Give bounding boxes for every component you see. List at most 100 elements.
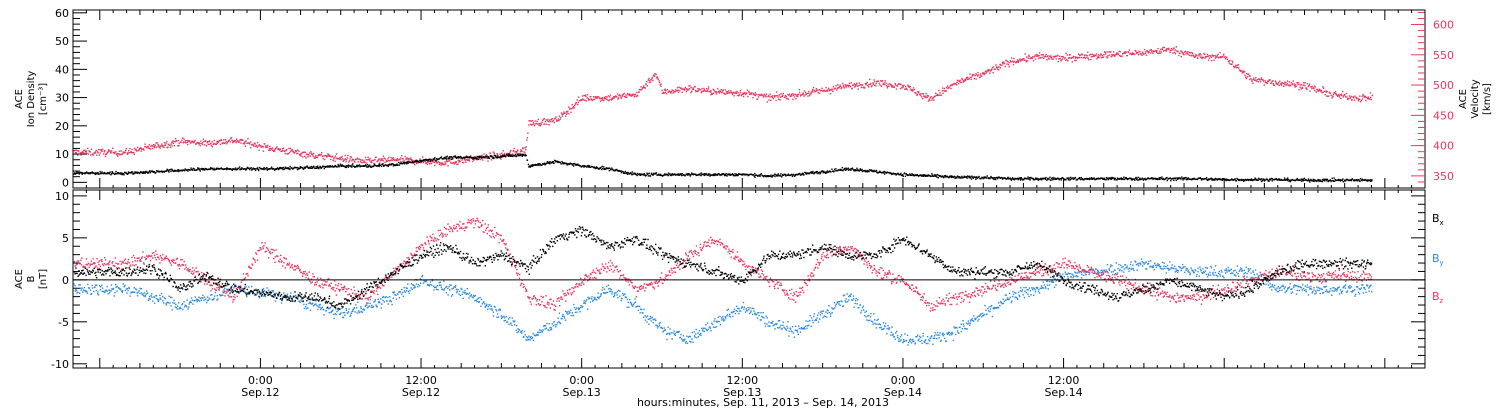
data-point — [752, 174, 755, 176]
data-point — [492, 156, 494, 158]
data-point — [265, 168, 267, 170]
data-point — [310, 165, 312, 168]
data-point — [351, 160, 353, 162]
data-point — [679, 89, 681, 92]
data-point — [102, 290, 105, 293]
data-point — [142, 293, 144, 295]
data-point — [497, 153, 499, 156]
data-point — [381, 159, 383, 161]
data-point — [849, 168, 851, 170]
data-point — [156, 142, 159, 144]
data-point — [631, 171, 633, 173]
data-point — [1173, 177, 1176, 179]
data-point — [396, 164, 398, 166]
data-point — [169, 296, 172, 298]
data-point — [1322, 179, 1324, 182]
data-point — [281, 147, 284, 150]
data-point — [806, 93, 808, 95]
data-point — [956, 176, 958, 178]
data-point — [669, 173, 671, 175]
data-point — [1352, 179, 1355, 182]
data-point — [1269, 179, 1272, 181]
data-point — [1182, 53, 1184, 55]
data-point — [194, 169, 196, 171]
data-point — [344, 165, 346, 167]
data-point — [603, 166, 605, 168]
data-point — [1156, 178, 1158, 180]
data-point — [99, 149, 101, 151]
data-point — [922, 175, 925, 177]
data-point — [959, 176, 961, 178]
data-point — [671, 173, 673, 175]
data-point — [1214, 54, 1216, 57]
data-point — [83, 172, 85, 174]
data-point — [178, 145, 180, 147]
data-point — [993, 68, 995, 70]
data-point — [471, 156, 473, 159]
data-point — [372, 159, 374, 162]
data-point — [478, 155, 480, 158]
data-point — [888, 85, 890, 87]
data-point — [846, 84, 849, 86]
data-point — [287, 167, 289, 169]
data-point — [143, 149, 145, 151]
data-point — [215, 143, 217, 145]
data-point — [1348, 179, 1350, 182]
data-point — [1288, 84, 1290, 87]
data-point — [297, 168, 300, 170]
data-point — [975, 78, 977, 80]
data-point — [729, 173, 731, 175]
data-point — [1200, 179, 1203, 181]
data-point — [773, 96, 776, 98]
data-point — [1287, 178, 1289, 181]
data-point — [715, 93, 718, 95]
data-point — [1046, 56, 1048, 58]
data-point — [511, 153, 514, 155]
data-point — [537, 123, 539, 125]
data-point — [340, 156, 342, 158]
data-point — [1336, 94, 1338, 96]
data-point — [1021, 178, 1023, 180]
data-point — [1067, 60, 1069, 62]
b-tick-label: 10 — [55, 190, 69, 203]
data-point — [608, 170, 611, 172]
data-point — [679, 173, 682, 175]
data-point — [481, 154, 483, 157]
data-point — [1333, 177, 1335, 179]
data-point — [81, 151, 83, 154]
data-point — [1308, 84, 1310, 87]
data-point — [330, 158, 332, 161]
data-point — [410, 157, 412, 159]
data-point — [450, 162, 452, 164]
data-point — [228, 139, 230, 141]
data-point — [271, 168, 274, 170]
data-point — [496, 156, 498, 159]
data-point — [689, 85, 691, 87]
data-point — [939, 92, 941, 94]
data-point — [1029, 179, 1031, 181]
data-point — [643, 173, 646, 175]
data-point — [1113, 177, 1115, 179]
velocity-tick-label: 550 — [1433, 49, 1454, 62]
data-point — [244, 143, 246, 145]
data-point — [144, 172, 146, 174]
data-point — [857, 170, 859, 172]
data-point — [417, 162, 419, 164]
data-point — [539, 125, 541, 127]
data-point — [222, 168, 224, 170]
data-point — [798, 91, 801, 94]
data-point — [1290, 82, 1292, 84]
data-point — [185, 142, 187, 144]
data-point — [612, 97, 614, 99]
data-point — [152, 300, 154, 302]
data-point — [698, 88, 700, 90]
data-point — [505, 154, 507, 156]
data-point — [983, 177, 985, 179]
data-point — [1275, 178, 1277, 180]
data-point — [584, 94, 587, 96]
data-point — [382, 155, 385, 157]
data-point — [1057, 54, 1059, 57]
data-point — [1214, 177, 1216, 180]
data-point — [557, 118, 559, 120]
data-point — [450, 158, 453, 160]
